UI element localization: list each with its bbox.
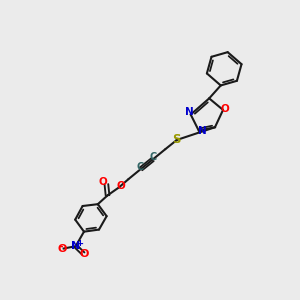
Text: C: C xyxy=(137,162,144,172)
Text: O: O xyxy=(80,249,89,259)
Text: O: O xyxy=(117,182,125,191)
Text: N: N xyxy=(71,241,80,251)
Text: C: C xyxy=(149,152,157,162)
Text: O: O xyxy=(221,104,230,114)
Text: O: O xyxy=(57,244,67,254)
Text: N: N xyxy=(185,107,194,117)
Text: O: O xyxy=(99,177,107,187)
Text: S: S xyxy=(172,134,181,146)
Text: -: - xyxy=(58,242,62,252)
Text: N: N xyxy=(198,126,206,136)
Text: +: + xyxy=(76,239,83,248)
